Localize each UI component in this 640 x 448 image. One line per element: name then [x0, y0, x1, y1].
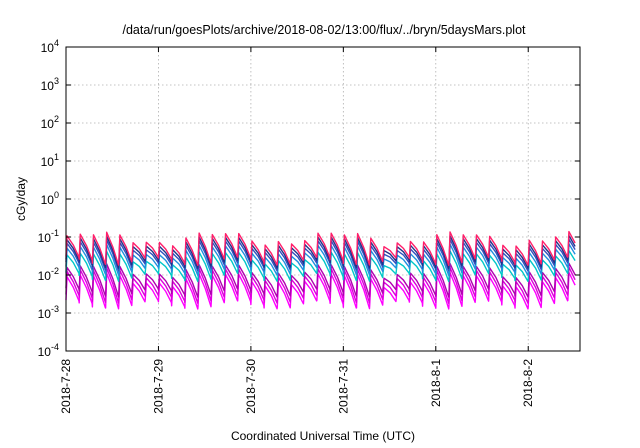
y-tick-exponent: 4: [54, 38, 59, 48]
y-tick-label: 102: [41, 114, 59, 131]
x-tick-label: 2018-7-31: [336, 359, 350, 414]
x-axis: 2018-7-28 2018-7-29 2018-7-30 2018-7-31 2018…: [59, 47, 535, 414]
y-tick-base: 10: [41, 155, 55, 169]
y-axis-label: cGy/day: [14, 177, 28, 221]
y-tick-base: 10: [38, 269, 52, 283]
y-tick-base: 10: [38, 345, 52, 359]
y-tick-exponent: 0: [54, 190, 59, 200]
y-tick-exponent: -4: [51, 342, 59, 352]
y-tick-label: 10-4: [38, 342, 59, 359]
y-tick-label: 10-3: [38, 304, 59, 321]
y-tick-label: 100: [41, 190, 59, 207]
y-tick-label: 101: [41, 152, 59, 169]
x-tick-label: 2018-8-1: [429, 359, 443, 407]
y-tick-exponent: -2: [51, 266, 59, 276]
y-tick-base: 10: [38, 231, 52, 245]
y-tick-label: 10-1: [38, 228, 59, 245]
x-axis-label: Coordinated Universal Time (UTC): [231, 429, 415, 443]
y-tick-exponent: 1: [54, 152, 59, 162]
y-tick-exponent: -3: [51, 304, 59, 314]
y-tick-base: 10: [41, 117, 55, 131]
x-tick-label: 2018-7-29: [151, 359, 165, 414]
series-line-8: [65, 230, 576, 266]
x-tick-label: 2018-8-2: [521, 359, 535, 407]
y-tick-label: 103: [41, 76, 59, 93]
y-tick-base: 10: [41, 193, 55, 207]
y-tick-label: 10-2: [38, 266, 59, 283]
y-tick-exponent: 3: [54, 76, 59, 86]
series-group: [65, 230, 576, 310]
grid: [66, 47, 580, 351]
x-tick-label: 2018-7-28: [59, 359, 73, 414]
y-tick-exponent: 2: [54, 114, 59, 124]
x-tick-label: 2018-7-30: [244, 359, 258, 414]
y-tick-base: 10: [41, 41, 55, 55]
chart-title: /data/run/goesPlots/archive/2018-08-02/1…: [122, 23, 526, 37]
y-tick-exponent: -1: [51, 228, 59, 238]
y-tick-base: 10: [38, 307, 52, 321]
y-tick-base: 10: [41, 79, 55, 93]
y-tick-label: 104: [41, 38, 59, 55]
